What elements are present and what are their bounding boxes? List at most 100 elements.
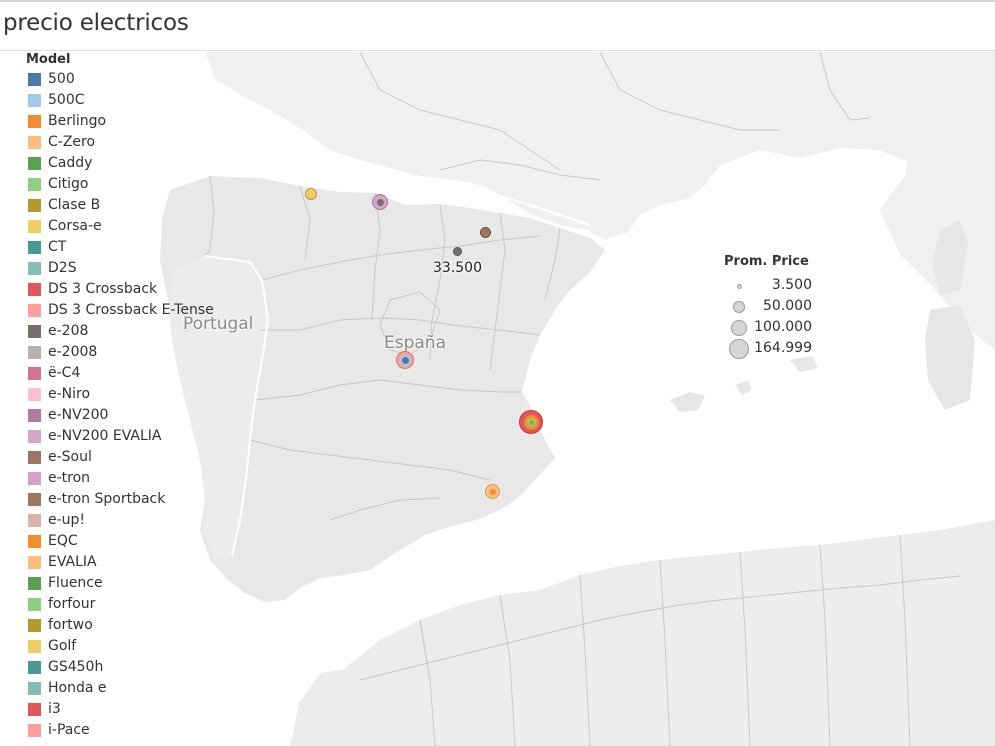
legend-swatch	[28, 94, 41, 107]
legend-label: Fluence	[48, 575, 103, 591]
legend-label: e-Niro	[48, 386, 91, 402]
legend-label: e-tron Sportback	[48, 491, 166, 507]
legend-label: DS 3 Crossback E-Tense	[48, 302, 214, 318]
legend-swatch	[28, 661, 41, 674]
legend-label: e-up!	[48, 512, 86, 528]
size-legend-label: 100.000	[754, 319, 812, 335]
legend-label: EQC	[48, 533, 78, 549]
legend-label: e-208	[48, 323, 89, 339]
legend-swatch	[28, 409, 41, 422]
legend-swatch	[28, 115, 41, 128]
legend-swatch	[28, 199, 41, 212]
legend-swatch	[28, 535, 41, 548]
legend-label: e-2008	[48, 344, 98, 360]
legend-swatch	[28, 262, 41, 275]
size-legend-title: Prom. Price	[724, 254, 809, 269]
valencia-marker[interactable]	[519, 410, 543, 434]
legend-label: ë-C4	[48, 365, 81, 381]
size-legend-item: 50.000	[724, 297, 844, 318]
size-legend-circle	[729, 339, 749, 359]
legend-label: EVALIA	[48, 554, 97, 570]
navarra-marker[interactable]	[480, 227, 491, 238]
legend-title: Model	[26, 52, 71, 67]
portugal-land	[168, 256, 268, 560]
legend-swatch	[28, 367, 41, 380]
madrid-marker[interactable]	[396, 351, 414, 369]
legend-swatch	[28, 598, 41, 611]
legend-label: Honda e	[48, 680, 107, 696]
legend-swatch	[28, 304, 41, 317]
legend-label: Berlingo	[48, 113, 107, 129]
size-legend-circle	[736, 283, 742, 289]
africa-land	[290, 520, 995, 746]
cantabria-marker[interactable]	[372, 194, 388, 210]
legend-label: Corsa-e	[48, 218, 102, 234]
country-borders	[204, 194, 591, 701]
madrid-inner-marker	[402, 357, 409, 364]
legend-label: CT	[48, 239, 67, 255]
legend-swatch	[28, 283, 41, 296]
map-label-portugal: Portugal	[183, 314, 254, 334]
asturias-marker[interactable]	[305, 188, 317, 200]
legend-label: forfour	[48, 596, 96, 612]
cantabria-inner-marker	[377, 199, 384, 206]
corsica-sardinia	[925, 220, 975, 410]
model-legend: Model 500 500C Berlingo C-Zero Caddy Citigo Cl…	[26, 52, 226, 738]
balearic-islands	[670, 356, 818, 412]
legend-swatch	[28, 178, 41, 191]
size-legend-item: 100.000	[724, 318, 844, 339]
page-title: precio electricos	[3, 10, 189, 36]
legend-label: 500C	[48, 92, 85, 108]
legend-swatch	[28, 724, 41, 737]
legend-swatch	[28, 430, 41, 443]
legend-label: e-NV200 EVALIA	[48, 428, 162, 444]
legend-swatch	[28, 682, 41, 695]
legend-swatch	[28, 451, 41, 464]
legend-label: Citigo	[48, 176, 89, 192]
legend-label: 500	[48, 71, 75, 87]
legend-swatch	[28, 388, 41, 401]
map-basemap	[0, 52, 995, 746]
burgos-marker[interactable]	[453, 247, 462, 256]
legend-swatch	[28, 472, 41, 485]
legend-swatch	[28, 157, 41, 170]
region-borders	[204, 52, 961, 746]
legend-swatch	[28, 346, 41, 359]
murcia-inner-marker	[490, 489, 496, 495]
legend-swatch	[28, 220, 41, 233]
size-legend: Prom. Price 3.500 50.000 100.000 164.999	[724, 254, 844, 359]
legend-label: Golf	[48, 638, 77, 654]
legend-swatch	[28, 136, 41, 149]
legend-label: DS 3 Crossback	[48, 281, 158, 297]
size-legend-item: 3.500	[724, 276, 844, 297]
legend-swatch	[28, 241, 41, 254]
legend-swatch	[28, 556, 41, 569]
size-legend-circle	[733, 301, 745, 313]
map-label-espana: España	[384, 333, 446, 353]
legend-label: e-NV200	[48, 407, 109, 423]
europe-land	[205, 52, 995, 240]
legend-swatch	[28, 640, 41, 653]
size-legend-label: 50.000	[763, 298, 812, 314]
legend-label: i-Pace	[48, 722, 90, 738]
title-bar: precio electricos	[0, 2, 995, 51]
legend-label: e-tron	[48, 470, 91, 486]
legend-swatch	[28, 703, 41, 716]
murcia-marker[interactable]	[485, 484, 500, 499]
legend-label: Clase B	[48, 197, 101, 213]
legend-label: C-Zero	[48, 134, 96, 150]
legend-swatch	[28, 325, 41, 338]
valencia-core-marker	[529, 420, 534, 425]
size-legend-item: 164.999	[724, 339, 844, 360]
legend-swatch	[28, 514, 41, 527]
legend-swatch	[28, 577, 41, 590]
legend-swatch	[28, 493, 41, 506]
map-value-label: 33.500	[433, 260, 482, 276]
map-canvas[interactable]: Portugal España 33.500	[0, 52, 995, 746]
legend-swatch	[28, 619, 41, 632]
legend-label: i3	[48, 701, 61, 717]
size-legend-label: 164.999	[754, 340, 812, 356]
legend-label: fortwo	[48, 617, 93, 633]
size-legend-label: 3.500	[771, 277, 812, 293]
legend-swatch	[28, 73, 41, 86]
